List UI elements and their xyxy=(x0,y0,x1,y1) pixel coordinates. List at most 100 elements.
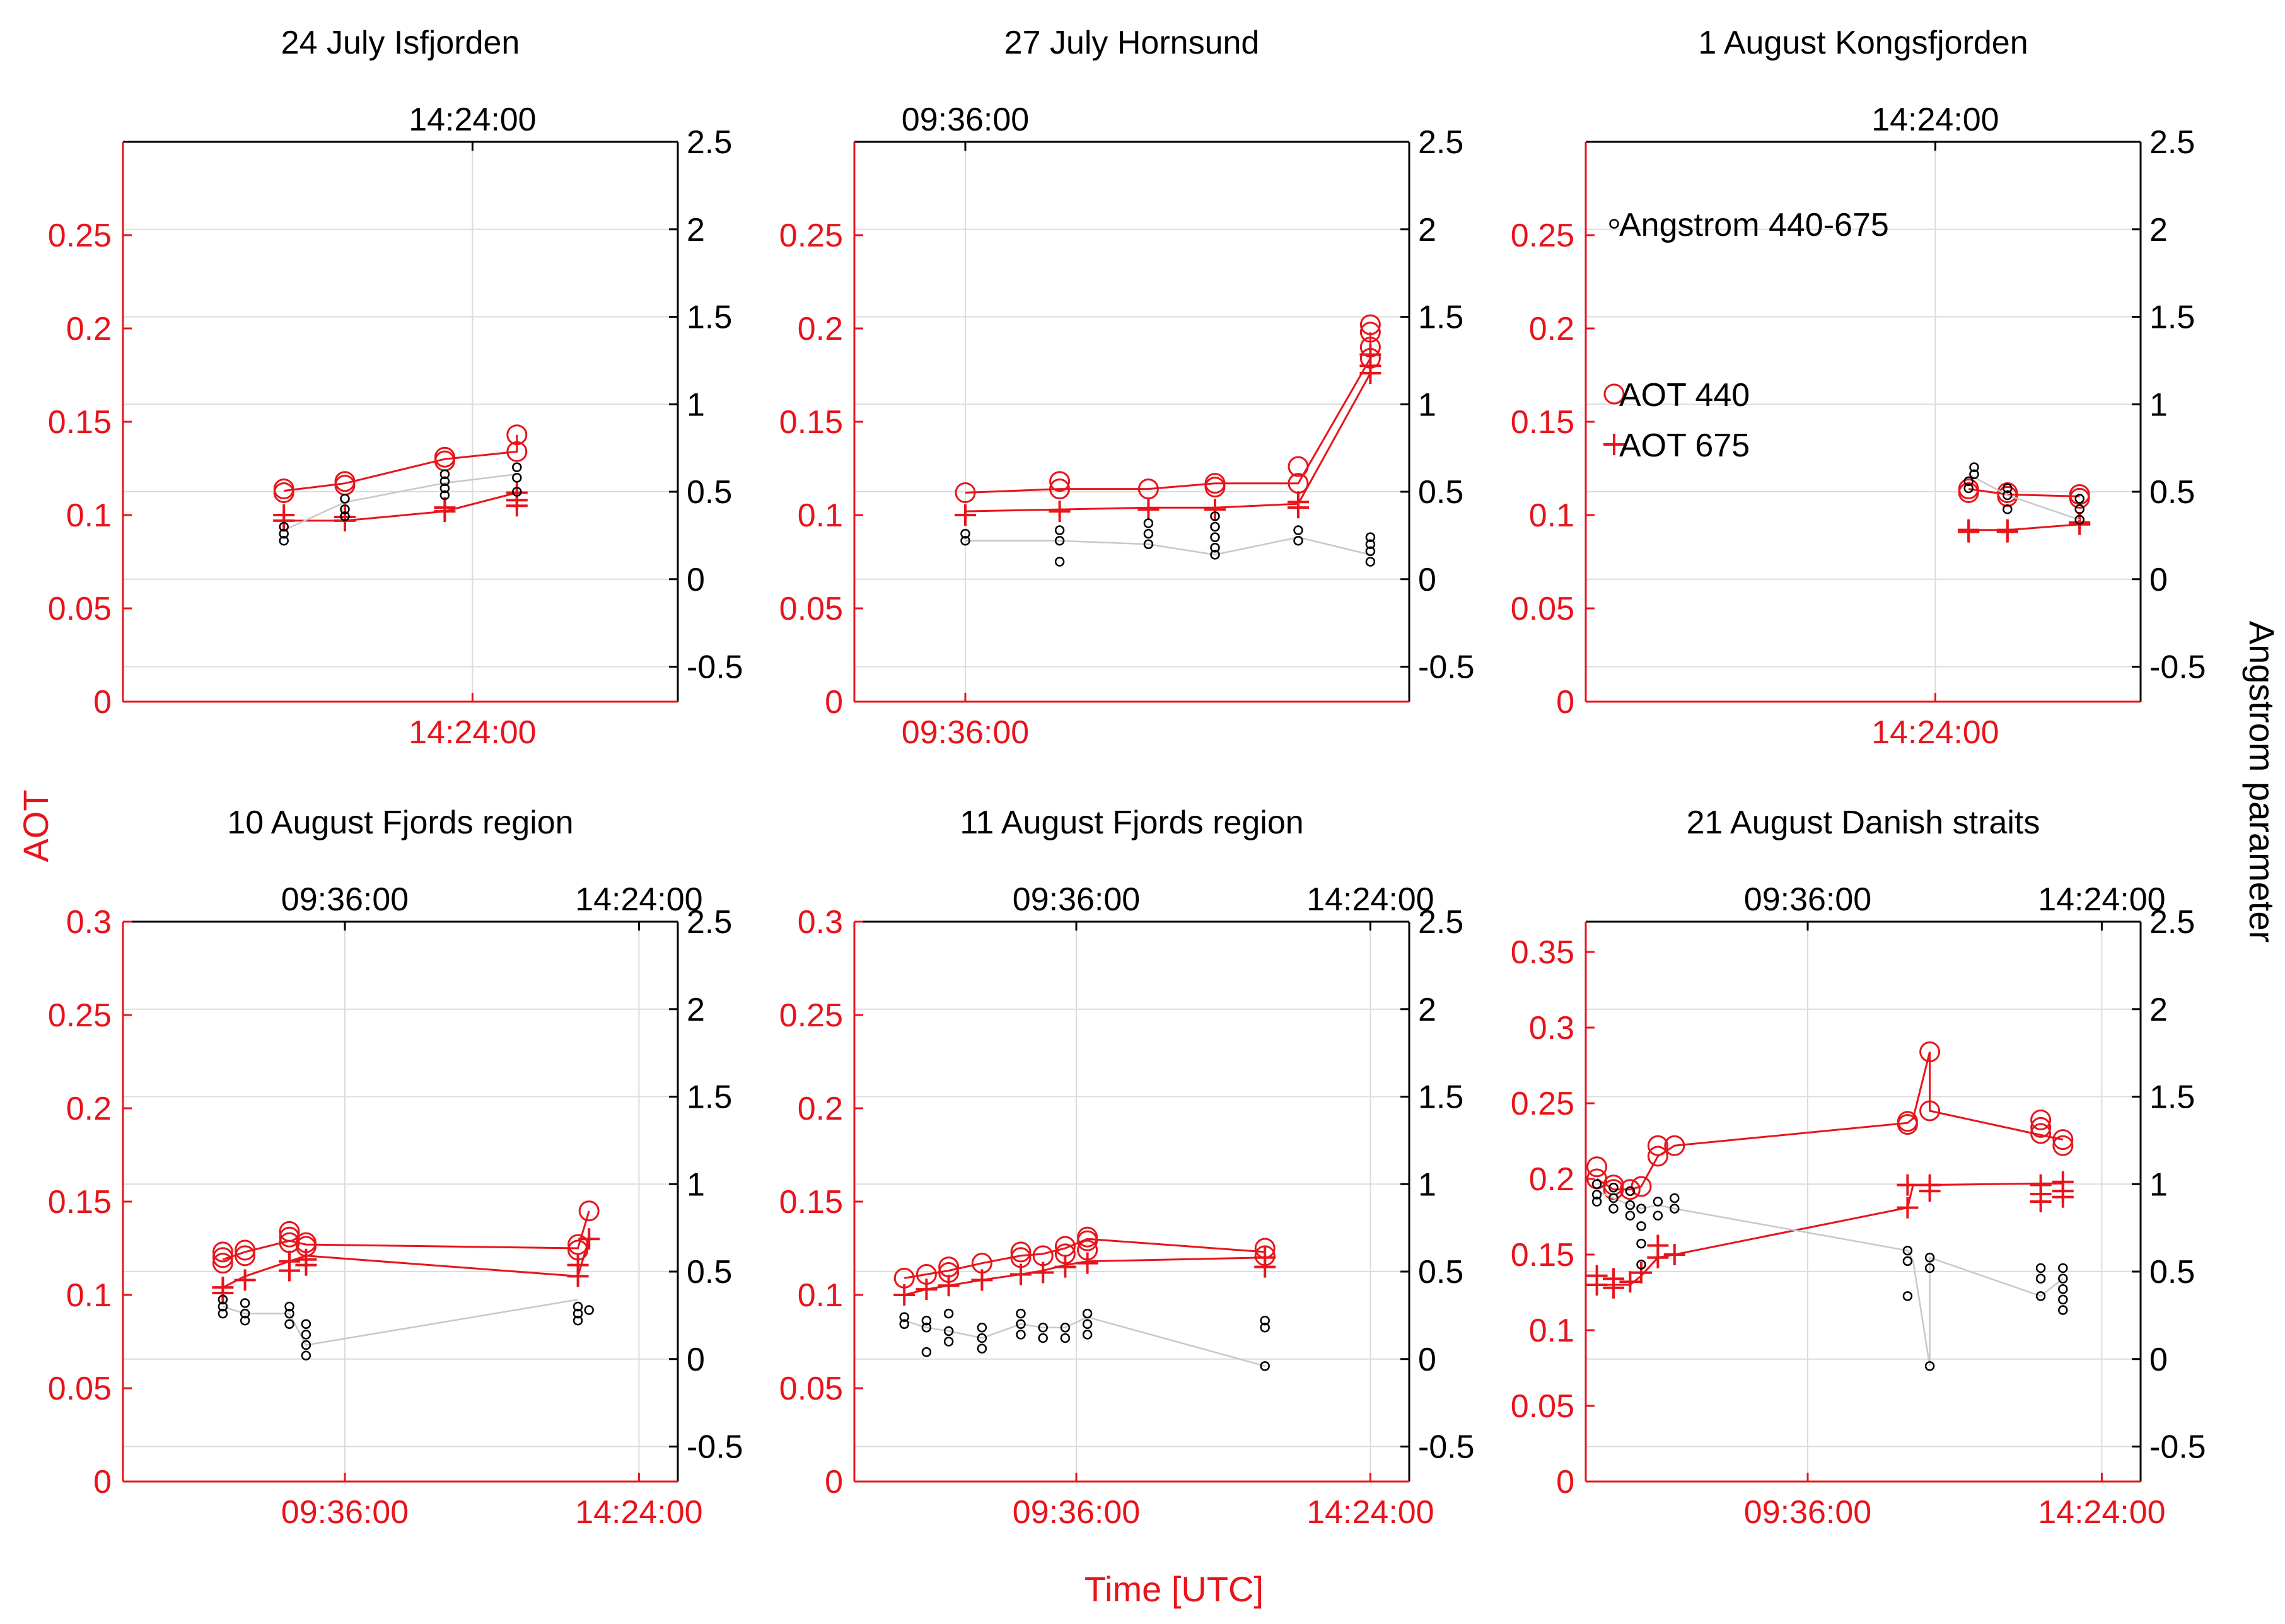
legend-marker xyxy=(1603,383,1625,405)
data-point xyxy=(295,1248,317,1270)
data-point xyxy=(1143,539,1154,549)
left-tick-label: 0.25 xyxy=(48,997,112,1034)
left-tick-label: 0.2 xyxy=(798,1091,843,1127)
data-point xyxy=(2058,1273,2068,1284)
data-point xyxy=(2003,504,2013,514)
left-tick-label: 0.15 xyxy=(48,404,112,441)
panel-1: 24 July Isfjorden 0 0.05 0.1 0.15 0.2 0.25 -0.5… xyxy=(48,25,743,751)
data-point xyxy=(1996,521,2018,543)
right-tick-label: 1.5 xyxy=(1418,1079,1463,1116)
data-point xyxy=(1060,1333,1071,1343)
data-point xyxy=(334,506,356,528)
data-point xyxy=(573,1301,583,1312)
series-line xyxy=(1968,488,2080,497)
x-tick-label-top: 14:24:00 xyxy=(2038,881,2165,918)
series-angstrom-440-675 xyxy=(218,1294,594,1360)
left-tick-label: 0.2 xyxy=(66,311,112,347)
data-point xyxy=(1293,525,1303,535)
data-point xyxy=(921,1315,932,1326)
data-point xyxy=(2058,1305,2068,1315)
left-tick-label: 0.1 xyxy=(798,497,843,534)
data-point xyxy=(2030,1174,2052,1196)
series-line xyxy=(223,1299,578,1346)
data-point xyxy=(1636,1238,1646,1249)
left-tick-label: 0.15 xyxy=(779,404,843,441)
y-right-axis-label: Angstrom parameter xyxy=(2242,621,2282,942)
data-point xyxy=(506,441,528,462)
series-aot-675 xyxy=(1958,511,2091,543)
series-aot-440 xyxy=(273,424,528,503)
data-point xyxy=(1958,482,1979,503)
right-tick-label: -0.5 xyxy=(687,1429,743,1466)
legend-marker xyxy=(1609,219,1619,229)
data-point xyxy=(1924,1263,1935,1273)
right-tick-label: 1 xyxy=(1418,386,1436,423)
data-point xyxy=(212,1241,233,1263)
data-point xyxy=(578,1228,600,1250)
data-point xyxy=(301,1350,311,1360)
right-tick-label: 1 xyxy=(1418,1166,1436,1203)
data-point xyxy=(1293,535,1303,546)
right-tick-label: 2.5 xyxy=(2149,124,2195,161)
x-tick-label-top: 09:36:00 xyxy=(1744,881,1871,918)
series-aot-440 xyxy=(955,314,1381,503)
right-tick-label: 1.5 xyxy=(2149,1079,2195,1116)
right-tick-label: 2 xyxy=(1418,992,1436,1028)
series-line xyxy=(222,1210,590,1261)
data-point xyxy=(893,1284,916,1306)
data-point xyxy=(2069,487,2090,509)
data-point xyxy=(1210,532,1220,542)
right-tick-label: 0.5 xyxy=(1418,1254,1463,1290)
data-point xyxy=(1631,1262,1652,1284)
right-tick-label: -0.5 xyxy=(2149,1429,2206,1466)
data-point xyxy=(1288,456,1309,477)
data-point xyxy=(1137,499,1160,521)
data-point xyxy=(240,1298,250,1308)
data-point xyxy=(2035,1291,2046,1301)
data-point xyxy=(1260,1315,1270,1326)
data-point xyxy=(279,1221,300,1242)
data-point xyxy=(2052,1171,2074,1193)
right-tick-label: 1 xyxy=(687,386,705,423)
x-tick-label-bottom: 14:24:00 xyxy=(2038,1494,2165,1531)
panel-title: 21 August Danish straits xyxy=(1687,804,2040,841)
x-tick-label-top: 14:24:00 xyxy=(575,881,702,918)
legend: Angstrom 440-675 AOT 440 AOT 675 xyxy=(1603,207,1889,464)
data-point xyxy=(439,469,450,479)
data-point xyxy=(1082,1330,1093,1340)
data-point xyxy=(340,511,350,521)
data-point xyxy=(1670,1193,1680,1204)
data-point xyxy=(506,482,528,504)
right-tick-label: -0.5 xyxy=(1418,1429,1475,1466)
right-tick-label: 0.5 xyxy=(2149,474,2195,511)
data-point xyxy=(439,490,450,501)
legend-label: AOT 440 xyxy=(1619,377,1750,414)
right-tick-label: 1 xyxy=(2149,1166,2168,1203)
data-point xyxy=(2052,1129,2074,1151)
data-point xyxy=(1077,1226,1098,1248)
data-point xyxy=(1254,1246,1276,1268)
data-point xyxy=(212,1247,233,1268)
panel-title: 24 July Isfjorden xyxy=(281,25,520,61)
right-tick-label: 2 xyxy=(2149,992,2168,1028)
data-point xyxy=(1076,1252,1098,1274)
x-tick-label-top: 14:24:00 xyxy=(409,102,536,138)
left-tick-label: 0.25 xyxy=(779,997,843,1034)
data-point xyxy=(943,1326,954,1337)
left-tick-label: 0.05 xyxy=(1511,591,1574,627)
data-point xyxy=(1647,1234,1669,1256)
data-point xyxy=(218,1294,228,1305)
right-tick-label: 0 xyxy=(2149,1342,2168,1378)
data-point xyxy=(1032,1262,1054,1284)
data-point xyxy=(279,528,289,539)
x-tick-label-bottom: 14:24:00 xyxy=(1306,1494,1434,1531)
left-tick-label: 0 xyxy=(1556,684,1574,721)
right-tick-label: 2 xyxy=(687,212,705,248)
right-tick-label: 2 xyxy=(687,992,705,1028)
right-tick-label: 1.5 xyxy=(1418,299,1463,336)
left-tick-label: 0.15 xyxy=(1511,404,1574,441)
legend-label: Angstrom 440-675 xyxy=(1619,207,1889,243)
data-point xyxy=(1647,1135,1668,1156)
series-line xyxy=(284,492,518,522)
data-point xyxy=(1653,1210,1663,1221)
